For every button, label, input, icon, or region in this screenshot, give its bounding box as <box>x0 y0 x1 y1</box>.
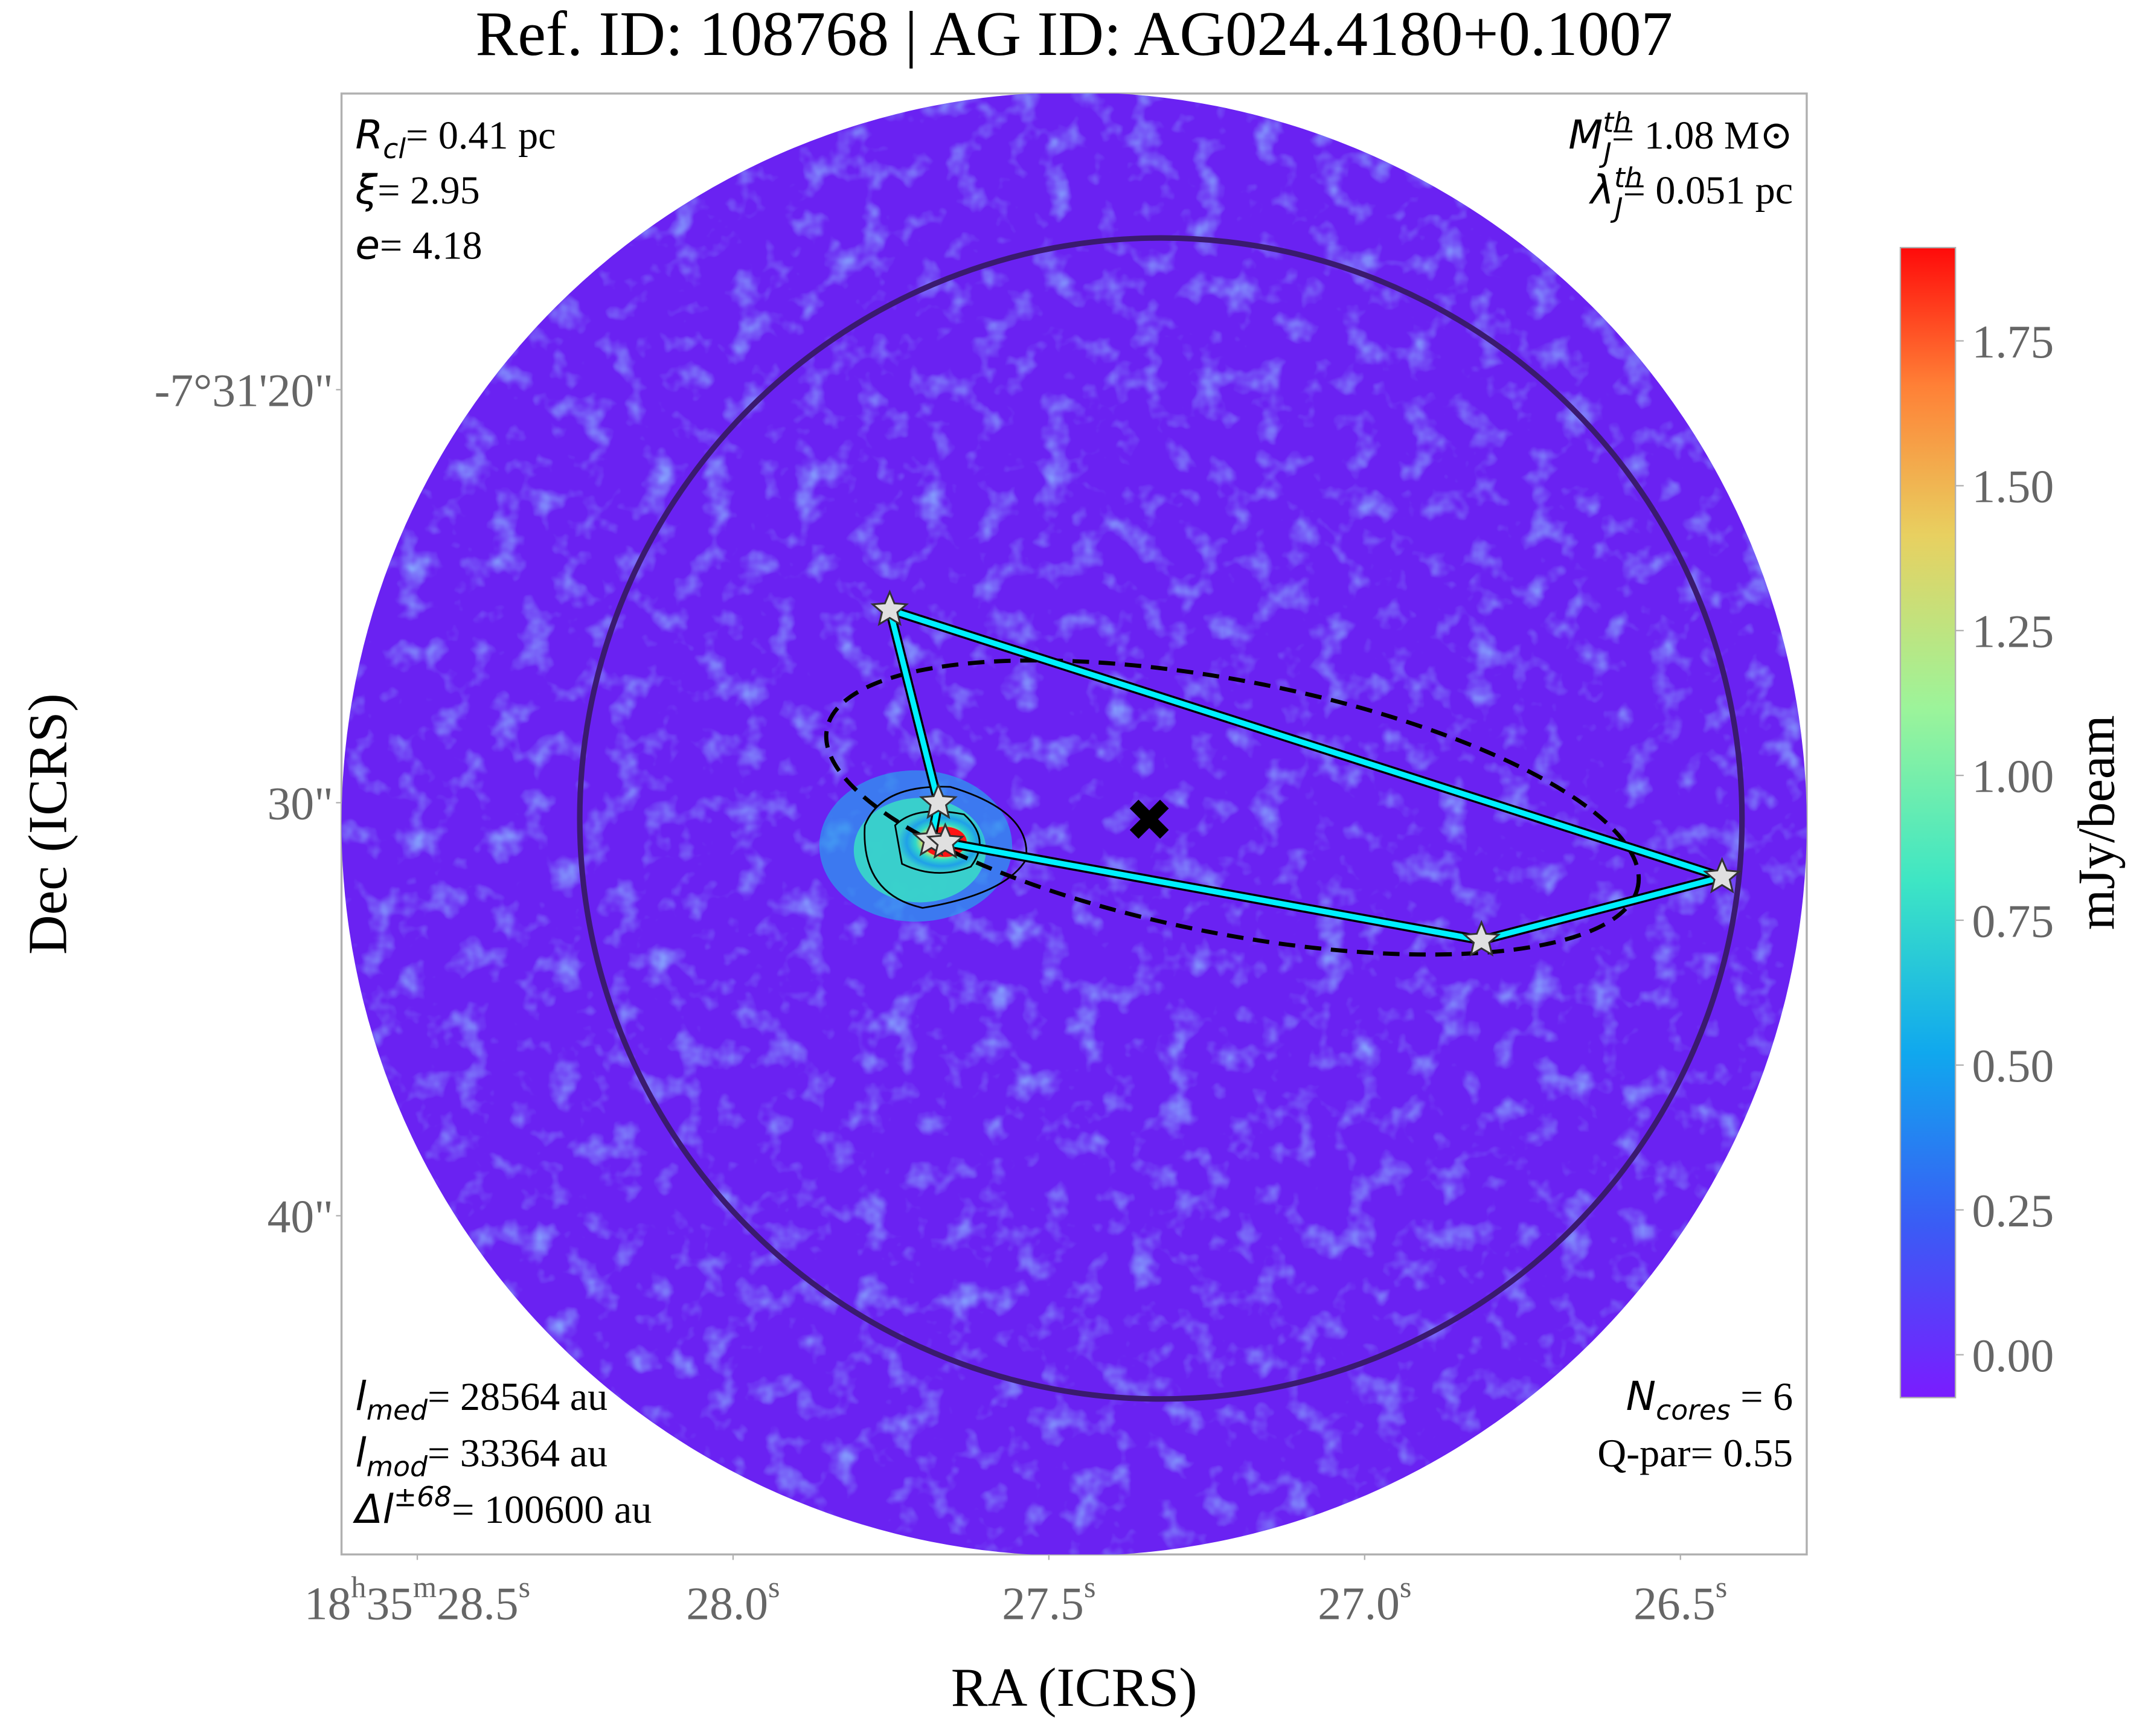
annotation-base: Δl <box>352 1486 394 1533</box>
cluster-circle <box>577 235 1745 1402</box>
annotation-rest: = 33364 au <box>428 1432 607 1476</box>
annotation-rest: = 1.08 M⊙ <box>1612 114 1793 158</box>
annotation-rest: = 4.18 <box>380 223 482 267</box>
annotation: λth J= 0.051 pc <box>1589 162 1793 224</box>
annotation: lmed= 28564 au <box>355 1373 607 1426</box>
x-tick-label: 27.0s <box>1318 1570 1411 1629</box>
annotation-base: e <box>355 222 380 268</box>
core-star <box>870 589 909 626</box>
annotation-base: l <box>355 1373 367 1420</box>
core-star <box>1702 857 1742 894</box>
annotation-rest: = 0.051 pc <box>1623 168 1794 213</box>
colorbar-tick-label: 0.00 <box>1972 1330 2054 1382</box>
annotation-sub: med <box>367 1394 428 1426</box>
annotation-sup: th <box>1603 107 1631 139</box>
annotation-base: N <box>1626 1373 1656 1420</box>
colorbar-tick-label: 1.00 <box>1972 750 2054 802</box>
annotation: lmod= 33364 au <box>355 1430 607 1483</box>
y-tick-label: 40" <box>268 1191 333 1243</box>
x-tick-label: 18h35m28.5s <box>304 1570 530 1629</box>
annotation-base: M <box>1568 112 1603 158</box>
annotation-sub: cl <box>383 133 406 165</box>
colorbar-label: mJy/beam <box>2067 715 2125 930</box>
fit-ellipse <box>824 658 1641 957</box>
colorbar-tick-label: 1.25 <box>1972 606 2054 658</box>
y-tick-label: 30" <box>268 778 333 830</box>
annotation: Mth J= 1.08 M⊙ <box>1568 107 1793 169</box>
annotation-rest: = 100600 au <box>452 1488 652 1532</box>
annotation-base: ξ <box>354 167 378 213</box>
annotation-sub: mod <box>367 1450 428 1482</box>
annotation-sup: ±68 <box>394 1481 452 1513</box>
annotation-base: l <box>355 1430 367 1476</box>
chart-title: Ref. ID: 108768 | AG ID: AG024.4180+0.10… <box>475 0 1672 69</box>
annotation: ξ= 2.95 <box>354 167 479 213</box>
x-tick-label: 28.0s <box>686 1570 780 1629</box>
annotation: Q-par= 0.55 <box>1597 1432 1793 1476</box>
annotation-base: Q-par= 0.55 <box>1597 1432 1793 1476</box>
annotation-base: R <box>355 112 383 158</box>
annotation-sup: th <box>1614 162 1643 194</box>
annotation: Δl±68= 100600 au <box>352 1481 652 1533</box>
core-star <box>918 782 958 819</box>
colorbar-tick-label: 1.50 <box>1972 461 2054 513</box>
colorbar-tick-label: 0.25 <box>1972 1185 2054 1237</box>
intensity-map <box>341 93 1807 1555</box>
annotation: Ncores = 6 <box>1626 1373 1793 1426</box>
y-axis-label: Dec (ICRS) <box>17 693 78 955</box>
annotation-rest: = 6 <box>1731 1375 1793 1419</box>
core-star <box>926 822 965 859</box>
annotation: e= 4.18 <box>355 222 482 268</box>
annotation-rest: = 0.41 pc <box>406 114 556 158</box>
x-tick-label: 27.5s <box>1002 1570 1095 1629</box>
center-marker <box>1129 799 1169 839</box>
x-tick-label: 26.5s <box>1633 1570 1727 1629</box>
colorbar-tick-label: 1.75 <box>1972 316 2054 368</box>
y-tick-label: -7°31'20" <box>155 365 333 417</box>
colorbar <box>1899 246 1957 1398</box>
core-star <box>1462 920 1501 957</box>
colorbar-tick-label: 0.75 <box>1972 895 2054 947</box>
annotation: Rcl= 0.41 pc <box>355 112 556 165</box>
annotation-base: λ <box>1589 167 1614 213</box>
annotation-rest: = 2.95 <box>377 168 480 213</box>
x-axis-label: RA (ICRS) <box>951 1657 1197 1718</box>
colorbar-tick-label: 0.50 <box>1972 1040 2054 1092</box>
annotation-sub: cores <box>1656 1394 1731 1426</box>
annotation-rest: = 28564 au <box>428 1375 607 1419</box>
